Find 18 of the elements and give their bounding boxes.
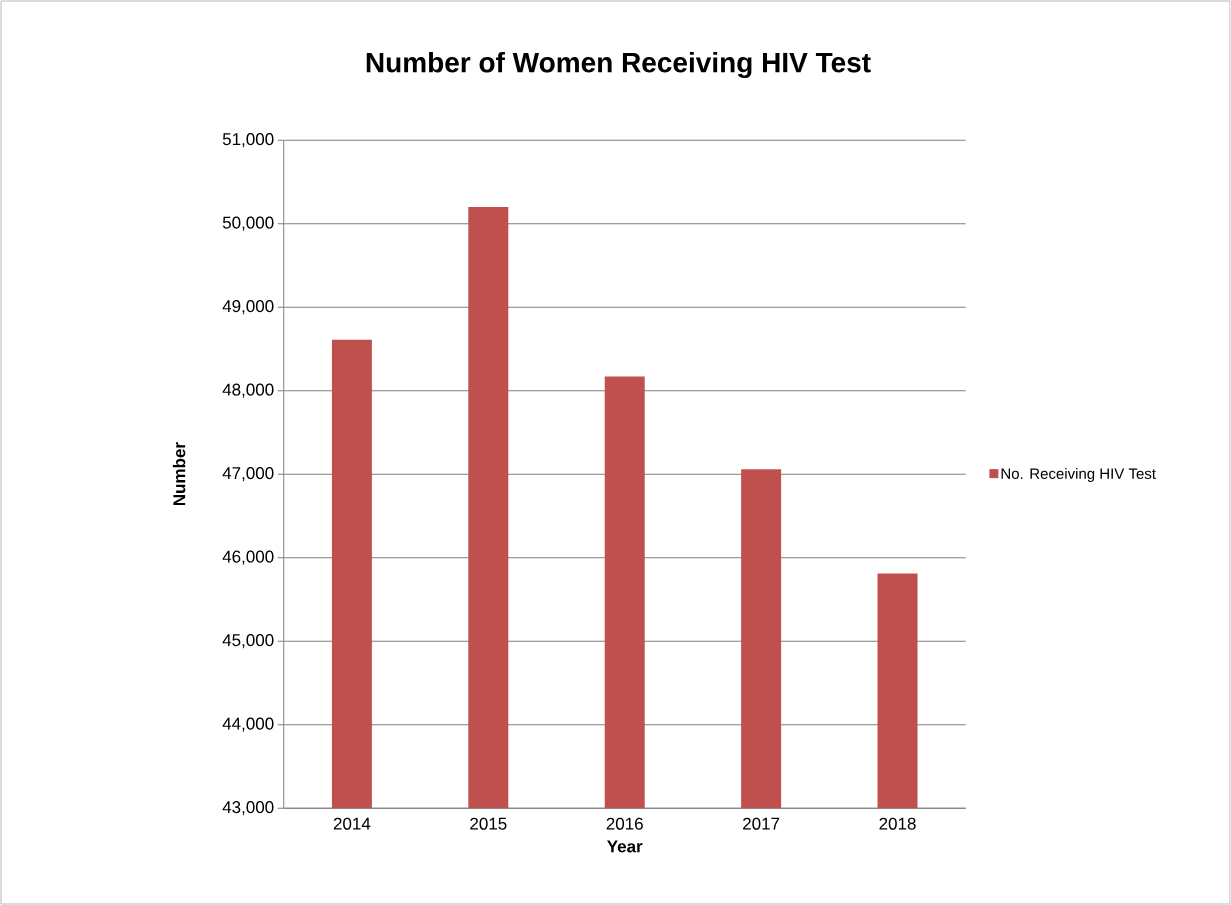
x-tick-label: 2017 bbox=[743, 817, 780, 830]
y-axis-title: Number bbox=[172, 442, 186, 506]
x-axis-title: Year bbox=[607, 840, 643, 853]
y-tick-label: 43,000 bbox=[222, 801, 274, 816]
y-tick-label: 46,000 bbox=[222, 550, 274, 565]
x-tick-label: 2014 bbox=[333, 817, 371, 830]
y-tick-label: 48,000 bbox=[222, 383, 274, 398]
y-tick-label: 45,000 bbox=[222, 634, 274, 649]
x-tick-label: 2015 bbox=[470, 817, 507, 830]
y-tick-label: 44,000 bbox=[222, 717, 274, 732]
y-tick-label: 50,000 bbox=[222, 216, 274, 231]
chart-title: Number of Women Receiving HIV Test bbox=[366, 51, 871, 79]
x-tick-label: 2016 bbox=[606, 817, 643, 830]
y-tick-label: 49,000 bbox=[222, 300, 274, 315]
y-tick-label: 47,000 bbox=[222, 467, 274, 482]
y-tick-label: 51,000 bbox=[222, 133, 274, 148]
x-tick-label: 2018 bbox=[879, 817, 916, 830]
legend-label: No. Receiving HIV Test bbox=[1001, 467, 1156, 482]
